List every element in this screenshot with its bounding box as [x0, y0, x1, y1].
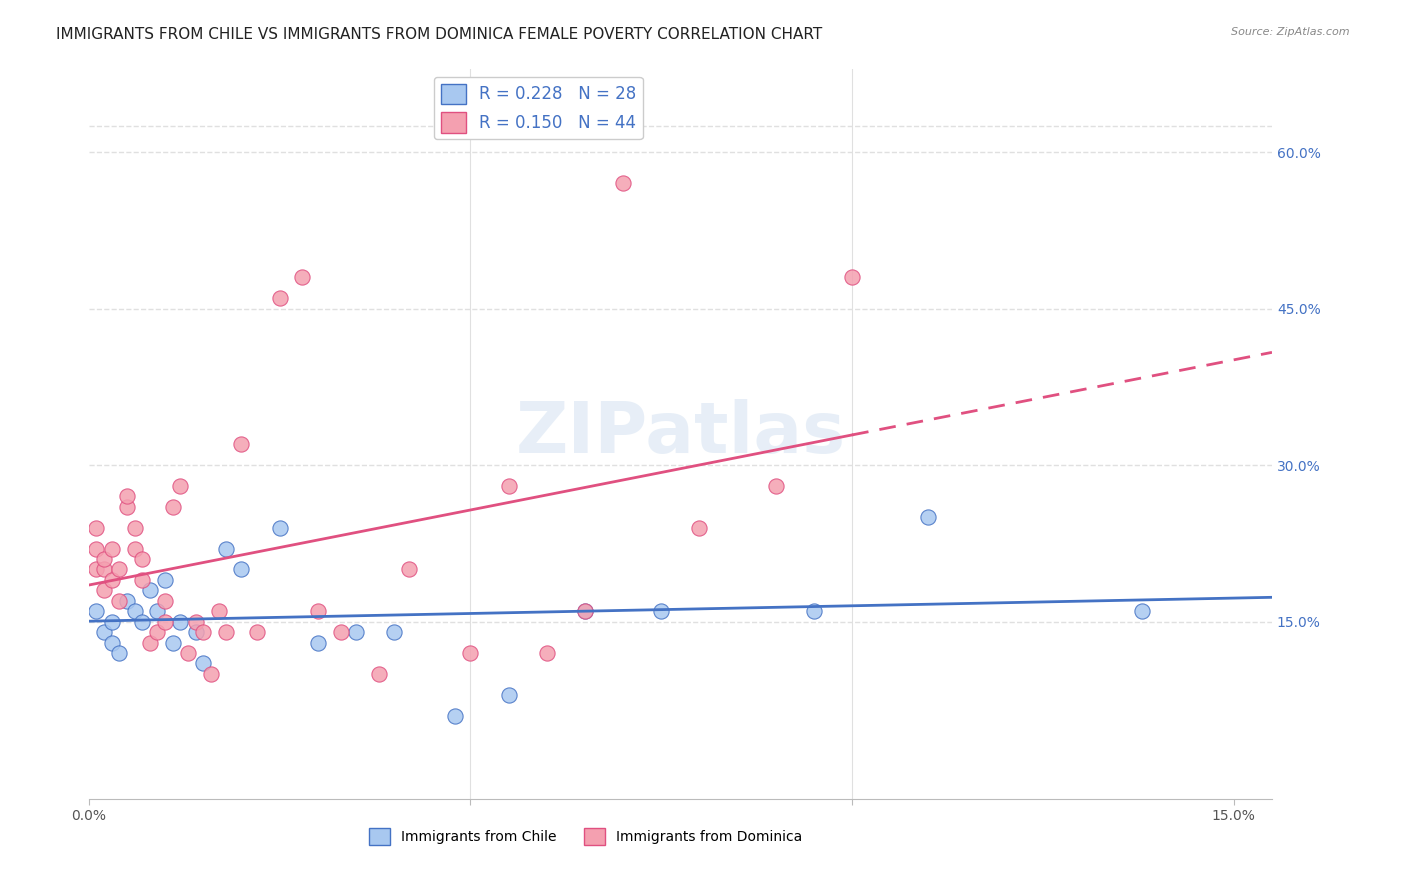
Point — [108, 594, 131, 608]
Point — [307, 604, 329, 618]
Point — [612, 177, 634, 191]
Point — [86, 562, 108, 576]
Point — [124, 604, 146, 618]
Point — [124, 541, 146, 556]
Point — [131, 552, 153, 566]
Text: IMMIGRANTS FROM CHILE VS IMMIGRANTS FROM DOMINICA FEMALE POVERTY CORRELATION CHA: IMMIGRANTS FROM CHILE VS IMMIGRANTS FROM… — [56, 27, 823, 42]
Point — [139, 583, 162, 598]
Point — [93, 562, 115, 576]
Point — [841, 270, 863, 285]
Point — [184, 615, 207, 629]
Point — [153, 573, 176, 587]
Point — [100, 635, 122, 649]
Point — [146, 625, 169, 640]
Point — [139, 635, 162, 649]
Point — [108, 646, 131, 660]
Point — [162, 500, 184, 514]
Point — [574, 604, 596, 618]
Point — [688, 521, 710, 535]
Point — [307, 635, 329, 649]
Text: ZIPatlas: ZIPatlas — [515, 400, 845, 468]
Point — [93, 552, 115, 566]
Point — [93, 583, 115, 598]
Point — [177, 646, 200, 660]
Point — [803, 604, 825, 618]
Legend: R = 0.228   N = 28, R = 0.150   N = 44: R = 0.228 N = 28, R = 0.150 N = 44 — [434, 77, 643, 139]
Point — [131, 573, 153, 587]
Point — [650, 604, 672, 618]
Point — [200, 666, 222, 681]
Point — [162, 635, 184, 649]
Point — [86, 521, 108, 535]
Point — [231, 437, 253, 451]
Point — [153, 594, 176, 608]
Point — [1130, 604, 1153, 618]
Point — [93, 625, 115, 640]
Point — [193, 657, 215, 671]
Point — [115, 594, 138, 608]
Point — [765, 479, 787, 493]
Point — [246, 625, 269, 640]
Point — [444, 708, 467, 723]
Point — [108, 562, 131, 576]
Point — [100, 541, 122, 556]
Point — [498, 479, 520, 493]
Point — [169, 479, 191, 493]
Point — [269, 521, 291, 535]
Point — [344, 625, 367, 640]
Point — [498, 688, 520, 702]
Point — [153, 615, 176, 629]
Point — [231, 562, 253, 576]
Point — [131, 615, 153, 629]
Point — [215, 625, 238, 640]
Point — [115, 490, 138, 504]
Point — [124, 521, 146, 535]
Point — [269, 291, 291, 305]
Point — [215, 541, 238, 556]
Point — [193, 625, 215, 640]
Point — [291, 270, 314, 285]
Point — [536, 646, 558, 660]
Point — [115, 500, 138, 514]
Point — [184, 625, 207, 640]
Point — [460, 646, 482, 660]
Point — [917, 510, 939, 524]
Point — [367, 666, 389, 681]
Point — [398, 562, 420, 576]
Point — [574, 604, 596, 618]
Point — [146, 604, 169, 618]
Point — [86, 541, 108, 556]
Point — [207, 604, 229, 618]
Text: Source: ZipAtlas.com: Source: ZipAtlas.com — [1232, 27, 1350, 37]
Point — [100, 573, 122, 587]
Point — [329, 625, 352, 640]
Point — [382, 625, 405, 640]
Point — [86, 604, 108, 618]
Point — [100, 615, 122, 629]
Point — [169, 615, 191, 629]
